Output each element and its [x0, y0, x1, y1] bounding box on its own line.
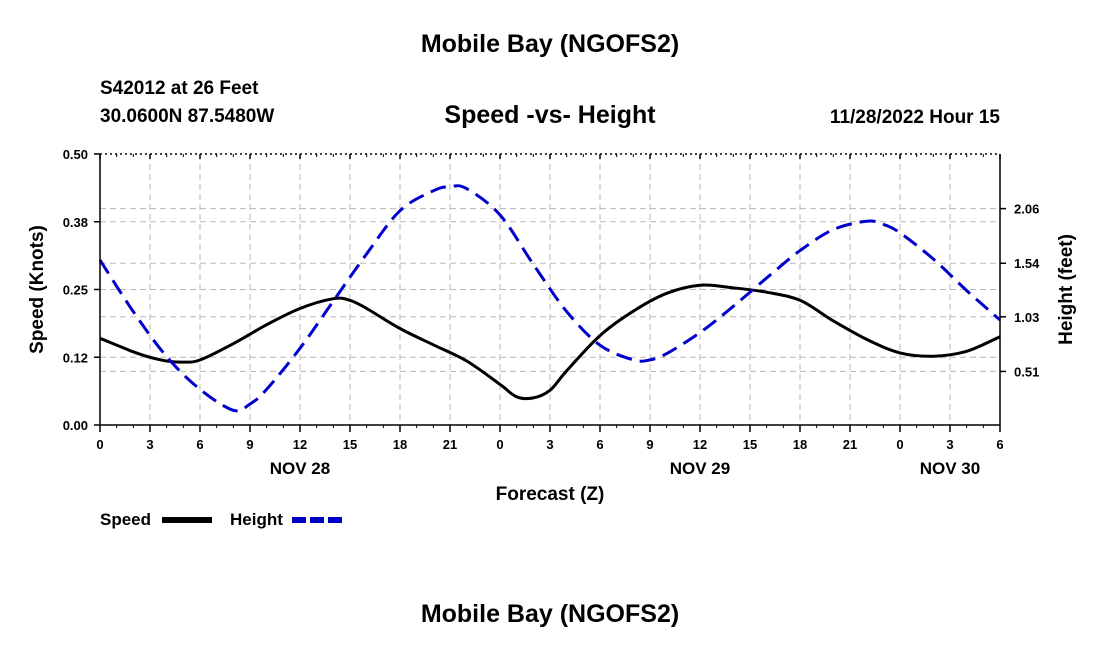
ticks	[94, 153, 1006, 432]
grid	[100, 154, 1000, 425]
y-tick-label: 0.50	[63, 147, 88, 162]
x-tick-label: 6	[596, 437, 603, 452]
x-tick-label: 6	[196, 437, 203, 452]
x-tick-label: 0	[96, 437, 103, 452]
y-tick-label: 0.12	[63, 350, 88, 365]
footer-title: Mobile Bay (NGOFS2)	[420, 600, 680, 628]
series-line-height	[98, 184, 1001, 413]
y-tick-label: 0.00	[63, 418, 88, 433]
x-tick-label: 9	[646, 437, 653, 452]
x-tick-label: 9	[246, 437, 253, 452]
x-tick-label: 3	[146, 437, 153, 452]
y-tick-label: 0.25	[63, 283, 88, 298]
chart-title: Speed -vs- Height	[444, 101, 656, 129]
y-axis-title: Speed (Knots)	[27, 225, 48, 354]
y2-tick-label: 1.03	[1014, 310, 1039, 325]
x-tick-label: 0	[896, 437, 903, 452]
x-tick-label: 21	[843, 437, 857, 452]
y-tick-label: 0.38	[63, 215, 88, 230]
date-label: NOV 28	[270, 459, 330, 478]
date-label: NOV 29	[670, 459, 730, 478]
x-tick-label: 21	[443, 437, 457, 452]
y2-tick-label: 2.06	[1014, 202, 1039, 217]
x-tick-label: 12	[693, 437, 707, 452]
series-line-speed	[99, 283, 1001, 401]
station-label: S42012 at 26 Feet	[100, 78, 259, 99]
x-tick-label: 12	[293, 437, 307, 452]
x-tick-label: 6	[996, 437, 1003, 452]
axis-labels: 0 3 6 9 12 15 18 21 0 3 6 9 12 15 18 21 0 3 6 0.00 0.12 0.25 0…	[27, 147, 1077, 505]
x-tick-label: 0	[496, 437, 503, 452]
y2-tick-label: 1.54	[1014, 256, 1040, 271]
main-title: Mobile Bay (NGOFS2)	[420, 30, 680, 58]
legend-label-speed: Speed	[100, 510, 151, 529]
forecast-datetime: 11/28/2022 Hour 15	[829, 107, 1000, 128]
series-layer	[98, 184, 1001, 413]
legend-label-height: Height	[230, 510, 283, 529]
coordinates-label: 30.0600N 87.5480W	[100, 106, 275, 127]
x-tick-label: 3	[946, 437, 953, 452]
date-label: NOV 30	[920, 459, 980, 478]
x-tick-label: 15	[343, 437, 357, 452]
x-axis-title: Forecast (Z)	[496, 484, 605, 505]
x-tick-label: 18	[793, 437, 807, 452]
y2-tick-label: 0.51	[1014, 364, 1039, 379]
legend: Speed Height	[100, 510, 342, 529]
y2-axis-title: Height (feet)	[1056, 234, 1077, 345]
x-tick-label: 15	[743, 437, 757, 452]
x-tick-label: 3	[546, 437, 553, 452]
x-tick-label: 18	[393, 437, 407, 452]
